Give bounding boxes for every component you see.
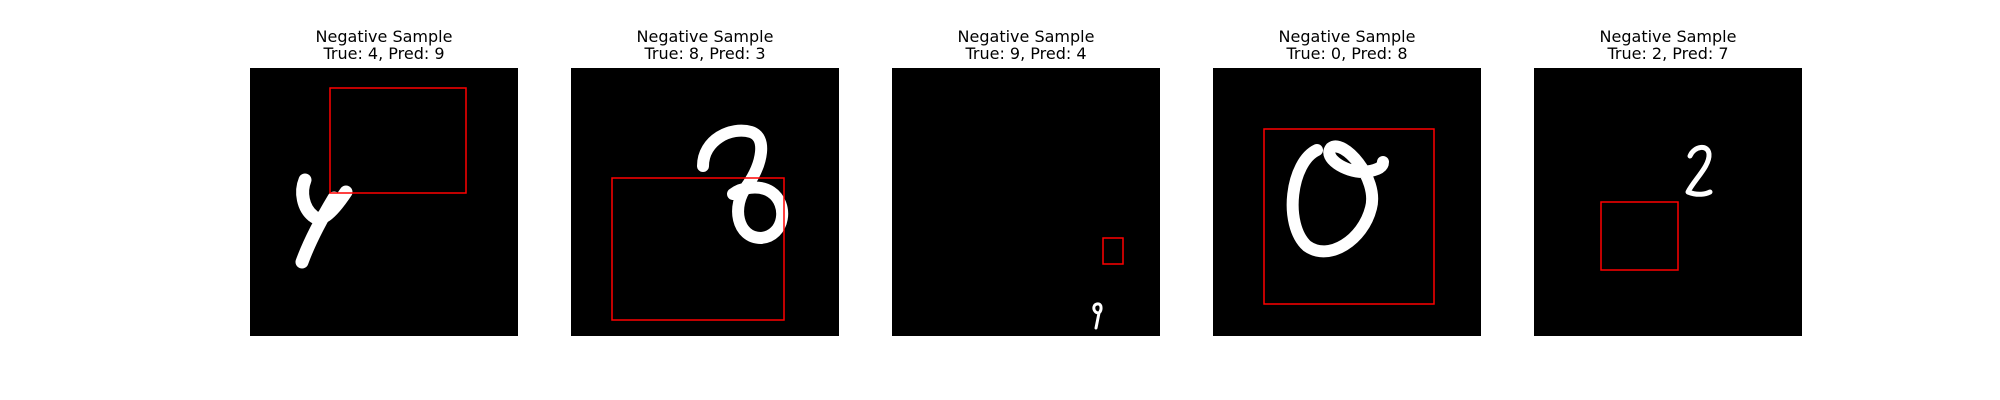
panel-title: Negative Sample True: 9, Pred: 4 bbox=[852, 28, 1200, 62]
panel-title: Negative Sample True: 2, Pred: 7 bbox=[1494, 28, 1842, 62]
handwritten-digit-2 bbox=[1685, 145, 1713, 197]
digit-canvas bbox=[1600, 145, 1713, 271]
digit-canvas bbox=[1092, 237, 1124, 330]
digit-image bbox=[1534, 68, 1802, 336]
digit-canvas bbox=[1263, 128, 1435, 305]
panel-title: Negative Sample True: 0, Pred: 8 bbox=[1173, 28, 1521, 62]
panel-title: Negative Sample True: 4, Pred: 9 bbox=[210, 28, 558, 62]
panel-heading: Negative Sample bbox=[315, 27, 453, 46]
handwritten-digit-4 bbox=[295, 173, 353, 269]
sample-panel-4: Negative Sample True: 0, Pred: 8 bbox=[1213, 0, 1481, 340]
digit-canvas bbox=[611, 124, 789, 321]
detection-box bbox=[611, 177, 785, 321]
sample-panel-1: Negative Sample True: 4, Pred: 9 bbox=[250, 0, 518, 340]
digit-image bbox=[1213, 68, 1481, 336]
panel-labels: True: 4, Pred: 9 bbox=[323, 44, 445, 63]
panel-labels: True: 2, Pred: 7 bbox=[1607, 44, 1729, 63]
sample-panel-3: Negative Sample True: 9, Pred: 4 bbox=[892, 0, 1160, 340]
panel-labels: True: 8, Pred: 3 bbox=[644, 44, 766, 63]
detection-box bbox=[329, 87, 467, 194]
digit-image bbox=[571, 68, 839, 336]
handwritten-digit-0 bbox=[1286, 140, 1389, 258]
panel-labels: True: 9, Pred: 4 bbox=[965, 44, 1087, 63]
panel-heading: Negative Sample bbox=[1599, 27, 1737, 46]
panel-heading: Negative Sample bbox=[957, 27, 1095, 46]
detection-box bbox=[1263, 128, 1435, 305]
digit-image bbox=[250, 68, 518, 336]
panel-labels: True: 0, Pred: 8 bbox=[1286, 44, 1408, 63]
handwritten-digit-8 bbox=[697, 124, 789, 244]
panel-title: Negative Sample True: 8, Pred: 3 bbox=[531, 28, 879, 62]
detection-box bbox=[1102, 237, 1124, 265]
sample-panel-2: Negative Sample True: 8, Pred: 3 bbox=[571, 0, 839, 340]
digit-canvas bbox=[295, 87, 467, 269]
panel-heading: Negative Sample bbox=[1278, 27, 1416, 46]
panel-heading: Negative Sample bbox=[636, 27, 774, 46]
digit-image bbox=[892, 68, 1160, 336]
detection-box bbox=[1600, 201, 1679, 271]
handwritten-digit-9 bbox=[1092, 302, 1103, 330]
sample-panel-5: Negative Sample True: 2, Pred: 7 bbox=[1534, 0, 1802, 340]
